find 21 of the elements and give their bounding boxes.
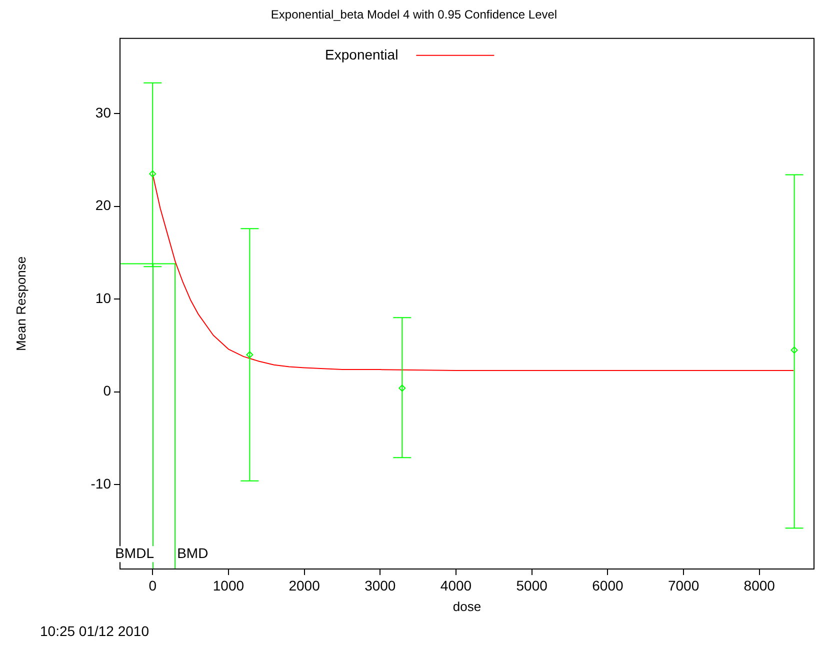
x-tick-label: 6000 <box>592 577 624 594</box>
chart-title: Exponential_beta Model 4 with 0.95 Confidence Level <box>270 8 558 22</box>
y-tick-label: 30 <box>95 104 112 120</box>
y-tick-label: -10 <box>90 475 112 492</box>
x-axis-title: dose <box>452 598 482 614</box>
x-tick-label: 5000 <box>516 577 548 594</box>
y-tick-label: 20 <box>95 197 112 214</box>
annotation: BMD <box>177 545 208 562</box>
annotation: BMDL <box>115 545 154 562</box>
y-tick-label: 0 <box>103 382 112 399</box>
y-tick-label: 10 <box>95 290 112 306</box>
x-tick-label: 4000 <box>440 577 472 594</box>
x-tick-label: 7000 <box>668 577 700 594</box>
x-tick-label: 1000 <box>212 577 244 594</box>
text: 10:25 01/12 2010 <box>40 623 150 639</box>
x-tick-label: 8000 <box>744 577 776 594</box>
x-tick-label: 2000 <box>288 577 320 594</box>
y-axis-title: Mean Response <box>13 256 28 352</box>
text: Exponential <box>325 46 398 62</box>
x-tick-label: 3000 <box>364 577 396 594</box>
x-tick-label: 0 <box>148 577 157 594</box>
